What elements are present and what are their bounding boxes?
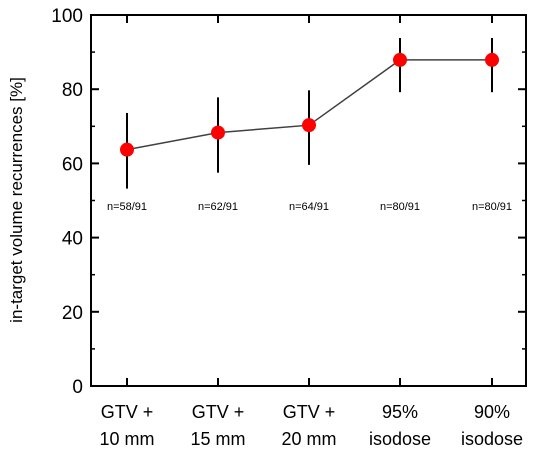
y-tick-label: 80 [62, 80, 83, 101]
data-point [302, 118, 316, 133]
x-tick-label: GTV +10 mm [99, 402, 154, 449]
data-point [211, 125, 225, 140]
n-labels: n=58/91 n=62/91 n=64/91 n=80/91 n=80/91 [107, 201, 512, 213]
x-axis-ticks: GTV +10 mm GTV +15 mm GTV +20 mm 95% isodose… [99, 15, 523, 449]
y-tick-label: 0 [72, 377, 83, 398]
y-tick-label: 60 [62, 154, 83, 175]
x-tick-label: GTV +15 mm [190, 402, 245, 449]
data-point [393, 52, 407, 67]
n-label: n=80/91 [380, 201, 420, 213]
y-tick-label: 20 [62, 303, 83, 324]
y-axis-ticks: 0 20 40 60 80 100 [51, 6, 526, 398]
y-tick-label: 40 [62, 229, 83, 250]
x-tick-label: 95% isodose [369, 402, 431, 449]
x-tick-label: 90% isodose [461, 402, 523, 449]
n-label: n=80/91 [472, 201, 512, 213]
y-tick-label: 100 [51, 6, 83, 27]
data-points [120, 52, 499, 157]
y-axis-title: in-target volume recurrences [%] [7, 77, 26, 323]
data-point [485, 52, 499, 67]
x-tick-label: GTV +20 mm [281, 402, 336, 449]
n-label: n=62/91 [198, 201, 238, 213]
n-label: n=58/91 [107, 201, 147, 213]
n-label: n=64/91 [289, 201, 329, 213]
data-point [120, 142, 134, 157]
